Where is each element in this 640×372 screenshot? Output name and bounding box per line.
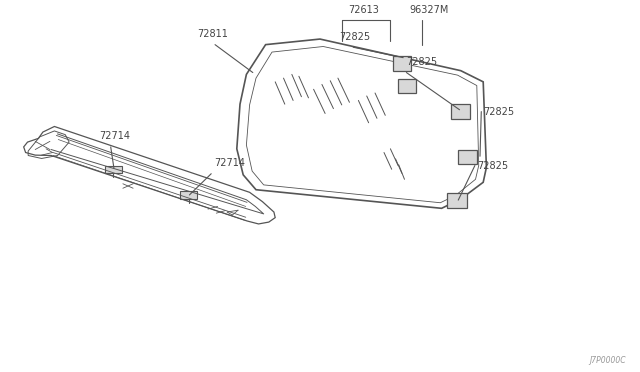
Text: 72825: 72825 bbox=[477, 161, 508, 170]
FancyBboxPatch shape bbox=[180, 191, 197, 199]
Text: 72825: 72825 bbox=[339, 32, 371, 42]
FancyBboxPatch shape bbox=[105, 166, 122, 173]
FancyBboxPatch shape bbox=[393, 56, 411, 71]
Text: 72811: 72811 bbox=[197, 29, 228, 39]
Text: 72825: 72825 bbox=[406, 57, 438, 67]
Text: 72714: 72714 bbox=[99, 131, 130, 141]
FancyBboxPatch shape bbox=[451, 104, 470, 119]
Text: 72613: 72613 bbox=[348, 5, 379, 15]
Text: 72714: 72714 bbox=[214, 158, 245, 168]
Text: 72825: 72825 bbox=[483, 107, 515, 116]
FancyBboxPatch shape bbox=[447, 193, 467, 208]
FancyBboxPatch shape bbox=[398, 79, 416, 93]
FancyBboxPatch shape bbox=[458, 150, 477, 164]
Text: J7P0000C: J7P0000C bbox=[589, 356, 626, 365]
Text: 96327M: 96327M bbox=[410, 5, 449, 15]
